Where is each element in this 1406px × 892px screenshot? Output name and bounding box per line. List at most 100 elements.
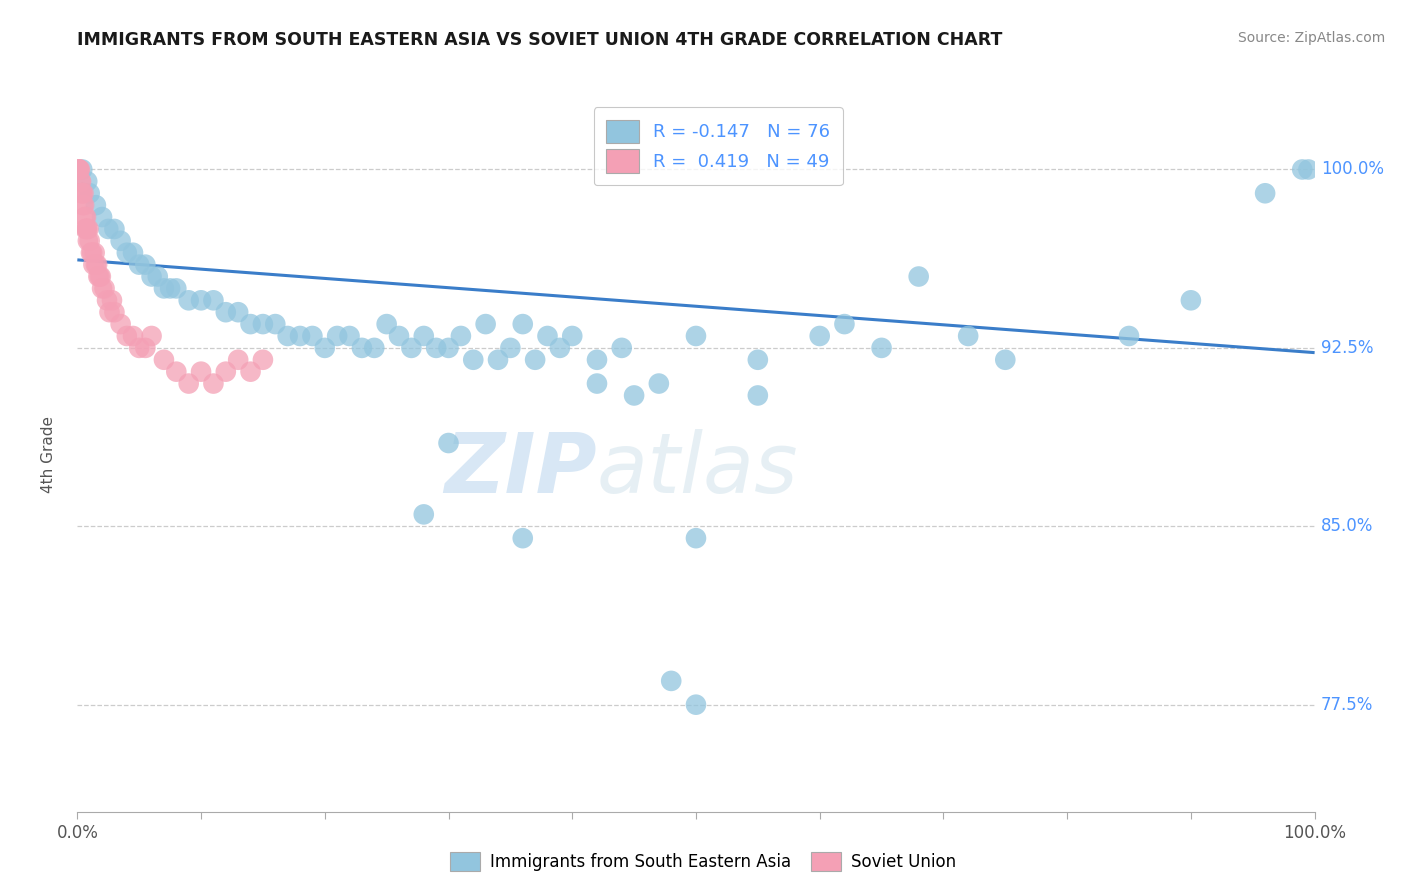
Point xyxy=(165,281,187,295)
Text: atlas: atlas xyxy=(598,429,799,509)
Point xyxy=(101,293,124,308)
Point xyxy=(659,673,682,688)
Point xyxy=(69,162,91,177)
Point xyxy=(202,376,225,391)
Point xyxy=(548,341,571,355)
Point xyxy=(252,317,274,331)
Point xyxy=(115,329,138,343)
Point xyxy=(561,329,583,343)
Point xyxy=(103,305,125,319)
Point xyxy=(1254,186,1277,201)
Point xyxy=(73,210,96,224)
Point xyxy=(76,234,98,248)
Text: 85.0%: 85.0% xyxy=(1320,517,1374,535)
Point xyxy=(76,174,98,188)
Text: Source: ZipAtlas.com: Source: ZipAtlas.com xyxy=(1237,31,1385,45)
Point xyxy=(747,388,769,402)
Point xyxy=(808,329,831,343)
Point xyxy=(226,305,249,319)
Text: 92.5%: 92.5% xyxy=(1320,339,1374,357)
Point xyxy=(86,258,108,272)
Point xyxy=(82,258,104,272)
Point xyxy=(202,293,225,308)
Point xyxy=(226,352,249,367)
Point xyxy=(401,341,423,355)
Y-axis label: 4th Grade: 4th Grade xyxy=(42,417,56,493)
Point xyxy=(190,365,212,379)
Point xyxy=(76,222,98,236)
Point xyxy=(122,329,145,343)
Text: IMMIGRANTS FROM SOUTH EASTERN ASIA VS SOVIET UNION 4TH GRADE CORRELATION CHART: IMMIGRANTS FROM SOUTH EASTERN ASIA VS SO… xyxy=(77,31,1002,49)
Point xyxy=(177,293,200,308)
Point xyxy=(425,341,447,355)
Point xyxy=(98,305,121,319)
Point xyxy=(648,376,671,391)
Point xyxy=(685,698,707,712)
Point xyxy=(747,352,769,367)
Point xyxy=(474,317,496,331)
Point xyxy=(72,186,94,201)
Point xyxy=(110,317,132,331)
Point xyxy=(70,186,93,201)
Point xyxy=(314,341,336,355)
Point xyxy=(437,341,460,355)
Point xyxy=(512,317,534,331)
Point xyxy=(239,365,262,379)
Point xyxy=(75,210,97,224)
Point xyxy=(1180,293,1202,308)
Point xyxy=(239,317,262,331)
Point xyxy=(96,293,118,308)
Point xyxy=(80,245,103,260)
Point xyxy=(141,329,163,343)
Point xyxy=(288,329,311,343)
Point xyxy=(70,174,93,188)
Point xyxy=(536,329,558,343)
Point xyxy=(66,162,89,177)
Point xyxy=(84,258,107,272)
Point xyxy=(72,198,94,212)
Point xyxy=(128,258,150,272)
Point xyxy=(623,388,645,402)
Point xyxy=(90,269,112,284)
Point xyxy=(103,222,125,236)
Text: 100.0%: 100.0% xyxy=(1320,161,1384,178)
Point xyxy=(75,222,97,236)
Point xyxy=(586,352,609,367)
Point xyxy=(159,281,181,295)
Point xyxy=(1118,329,1140,343)
Point xyxy=(512,531,534,545)
Point xyxy=(412,508,434,522)
Point xyxy=(87,269,110,284)
Legend: R = -0.147   N = 76, R =  0.419   N = 49: R = -0.147 N = 76, R = 0.419 N = 49 xyxy=(593,107,842,186)
Point xyxy=(1298,162,1320,177)
Point xyxy=(97,222,120,236)
Point xyxy=(486,352,509,367)
Point xyxy=(122,245,145,260)
Point xyxy=(89,269,111,284)
Point xyxy=(83,245,105,260)
Point xyxy=(141,269,163,284)
Point xyxy=(685,531,707,545)
Point xyxy=(375,317,398,331)
Point xyxy=(67,162,90,177)
Point xyxy=(388,329,411,343)
Point xyxy=(957,329,980,343)
Point xyxy=(134,341,156,355)
Point xyxy=(350,341,373,355)
Point xyxy=(73,198,96,212)
Point xyxy=(69,174,91,188)
Point xyxy=(153,281,176,295)
Point xyxy=(586,376,609,391)
Legend: Immigrants from South Eastern Asia, Soviet Union: Immigrants from South Eastern Asia, Sovi… xyxy=(441,843,965,880)
Point xyxy=(93,281,115,295)
Point xyxy=(134,258,156,272)
Point xyxy=(907,269,929,284)
Point xyxy=(610,341,633,355)
Point xyxy=(72,186,94,201)
Point xyxy=(91,281,114,295)
Point xyxy=(82,245,104,260)
Point xyxy=(463,352,485,367)
Point xyxy=(76,222,98,236)
Point xyxy=(215,305,238,319)
Point xyxy=(870,341,893,355)
